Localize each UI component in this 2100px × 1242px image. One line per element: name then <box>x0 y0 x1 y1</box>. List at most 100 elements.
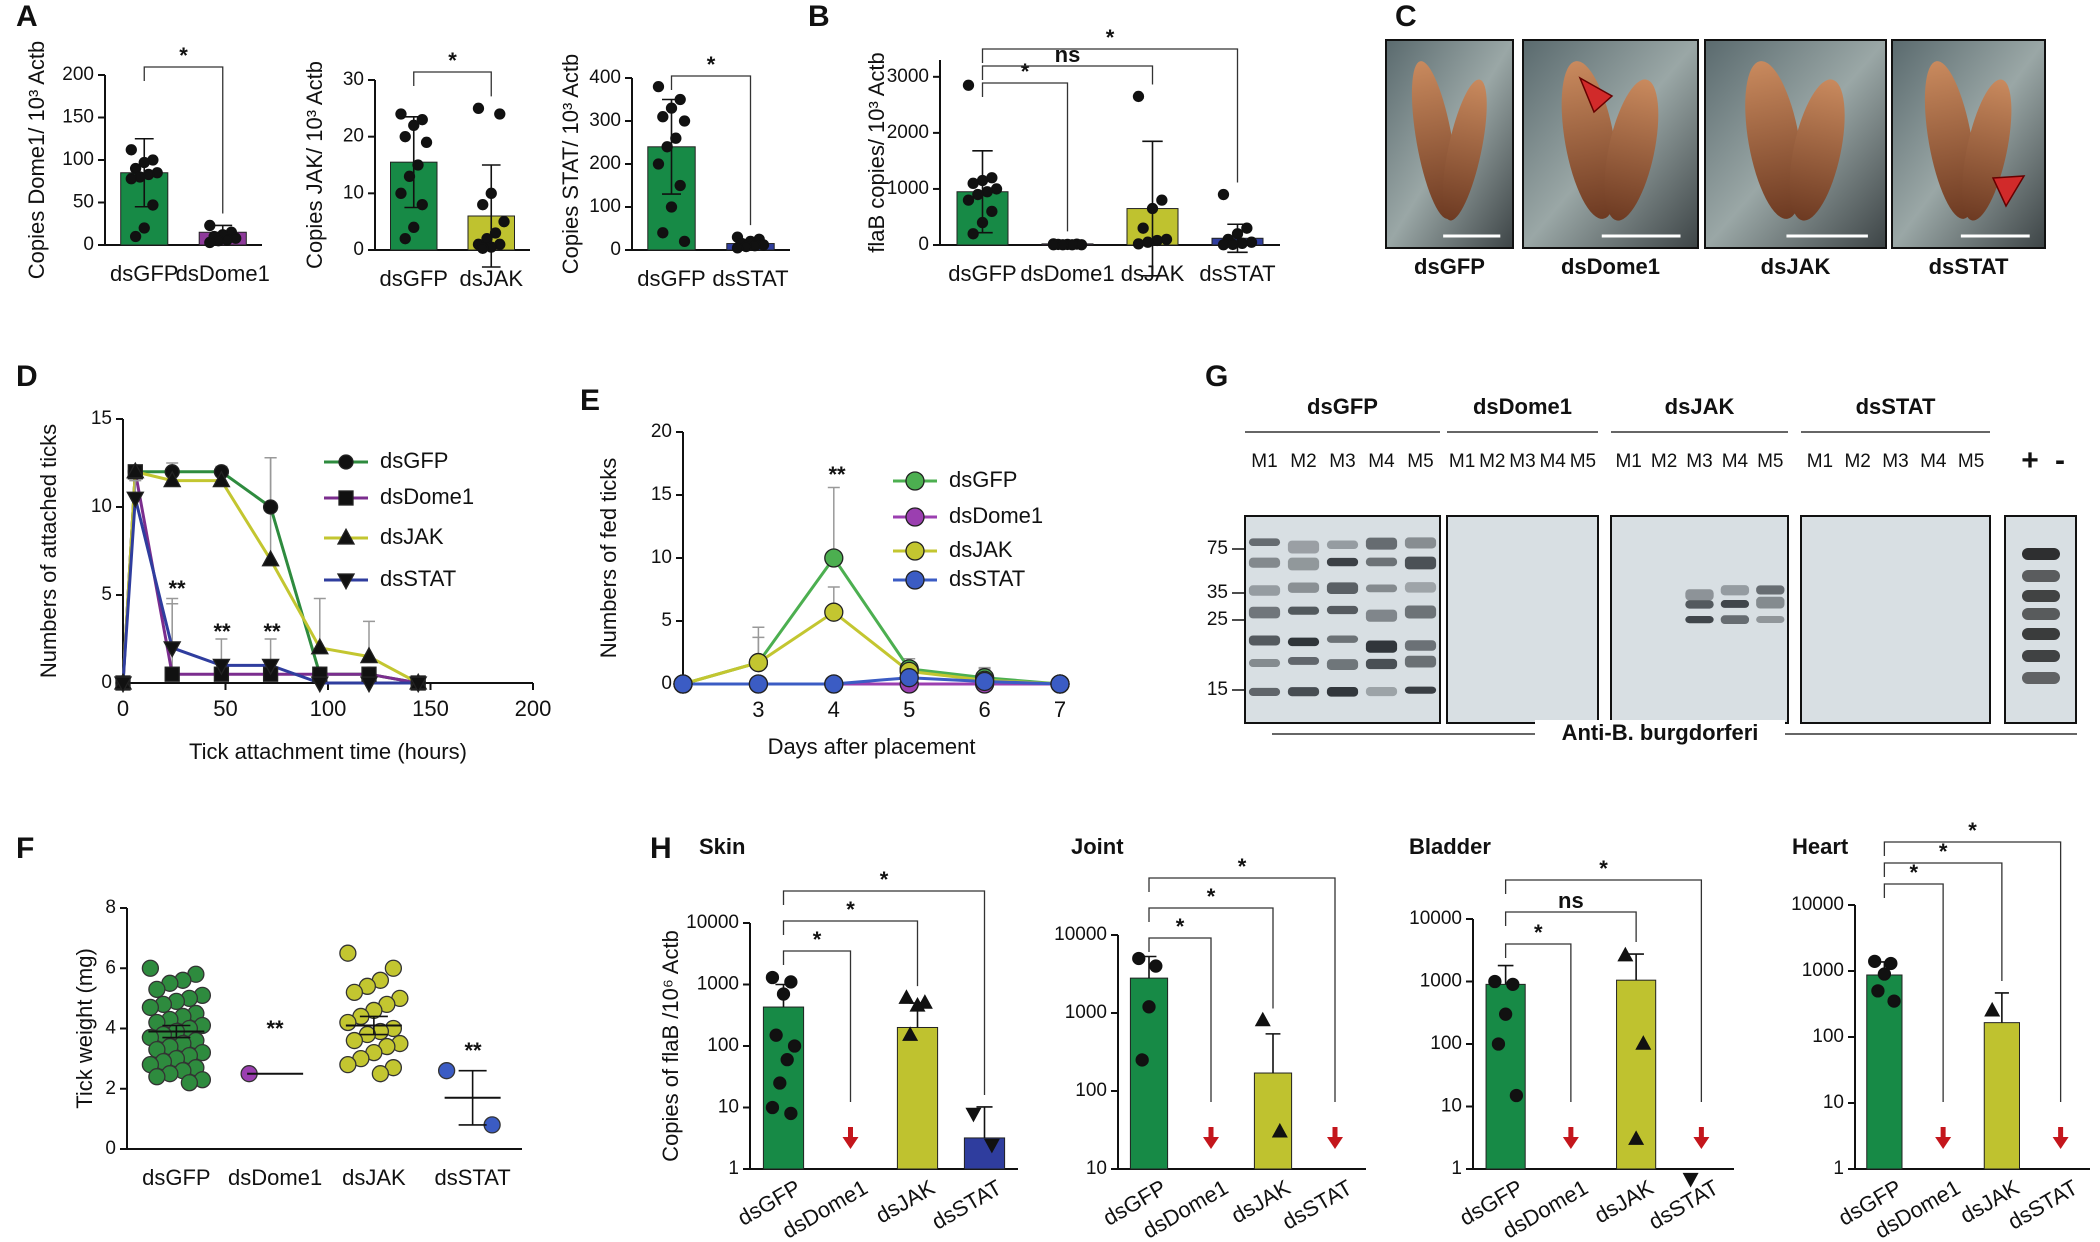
x-tick-label: 50 <box>213 696 237 721</box>
blot-band <box>1404 582 1437 593</box>
bar <box>1983 1022 2020 1170</box>
data-point <box>138 156 150 169</box>
y-tick-label: 0 <box>83 234 94 255</box>
data-point <box>1231 228 1244 240</box>
annotation: ** <box>213 619 231 644</box>
data-point <box>420 136 433 148</box>
error-bar <box>458 1069 487 1126</box>
panel-label: D <box>16 360 38 393</box>
legend-label: dsSTAT <box>949 566 1025 591</box>
legend-label: dsSTAT <box>380 566 456 591</box>
bar <box>963 1137 1006 1170</box>
data-point <box>902 1026 919 1041</box>
data-point <box>489 227 502 239</box>
photo-detail <box>1745 61 1803 219</box>
y-tick-label: 5 <box>661 610 672 631</box>
blot-band <box>2022 590 2060 602</box>
data-point <box>371 1065 390 1083</box>
data-point <box>1137 222 1149 234</box>
photo-detail <box>1442 79 1487 221</box>
y-tick-label: 1000 <box>887 178 929 199</box>
blot-band <box>1404 655 1437 668</box>
x-tick-label: 5 <box>903 697 915 722</box>
x-tick-label: 150 <box>412 696 449 721</box>
blot-band <box>1248 635 1281 646</box>
data-point <box>731 242 744 254</box>
red-arrowhead <box>1578 76 1614 114</box>
y-tick-label: 10 <box>1086 1158 1107 1179</box>
blot-band <box>1685 600 1714 609</box>
significance-label: * <box>1106 25 1115 50</box>
data-point <box>113 676 133 694</box>
x-axis-label: Tick attachment time (hours) <box>189 739 467 764</box>
data-point <box>670 132 682 144</box>
blot-band <box>2022 650 2060 662</box>
data-point <box>339 1056 357 1074</box>
x-tick-label: 6 <box>978 697 990 722</box>
data-point <box>678 115 691 127</box>
y-tick-label: 1 <box>728 1158 739 1179</box>
y-tick-label: 100 <box>1075 1080 1107 1101</box>
blot-band <box>1756 585 1785 595</box>
data-point <box>1245 236 1258 248</box>
blot-band <box>1287 687 1320 697</box>
significance-label: * <box>1939 839 1948 864</box>
data-point <box>967 177 979 189</box>
data-point <box>1047 239 1060 251</box>
blot-band <box>1248 557 1281 568</box>
blot-band <box>1287 557 1320 571</box>
blot-lane-label: M5 <box>1958 451 1984 472</box>
data-point <box>1160 233 1173 246</box>
data-point <box>909 996 926 1012</box>
y-tick-label: 30 <box>343 69 364 90</box>
y-tick-label: 100 <box>589 196 621 217</box>
y-tick-label: 0 <box>101 672 112 693</box>
data-point <box>765 970 780 985</box>
significance-label: ns <box>1558 888 1584 913</box>
legend-marker <box>336 573 356 591</box>
data-point <box>1509 1088 1524 1103</box>
y-tick-label: 0 <box>353 239 364 260</box>
y-tick-label: 300 <box>589 110 621 131</box>
data-point <box>1142 1000 1156 1014</box>
data-point <box>339 944 357 962</box>
y-tick-label: 10000 <box>1054 924 1107 945</box>
blot-marker-label: 15 <box>1207 679 1228 700</box>
y-tick-label: 1000 <box>1065 1002 1107 1023</box>
data-point <box>1132 90 1145 103</box>
significance-bracket <box>1504 879 1703 1102</box>
data-point <box>310 676 329 694</box>
y-tick-label: 20 <box>651 421 672 442</box>
data-point <box>163 470 182 488</box>
data-point <box>673 674 693 694</box>
significance-label: * <box>179 43 188 68</box>
below-detection-arrow-head <box>1327 1137 1343 1149</box>
series-line <box>683 676 1061 686</box>
significance-label: * <box>880 867 889 892</box>
x-tick-label: 4 <box>828 697 840 722</box>
data-point <box>773 1076 787 1090</box>
data-point <box>990 183 1003 195</box>
significance-bracket <box>413 71 492 97</box>
blot-control-label: + <box>2021 444 2039 477</box>
data-point <box>974 671 995 692</box>
blot-lane-label: M5 <box>1407 451 1433 472</box>
y-tick-label: 2000 <box>887 122 929 143</box>
blot-band <box>1326 659 1359 670</box>
data-point <box>748 674 769 694</box>
data-point <box>965 1107 982 1123</box>
data-point <box>1254 1011 1271 1027</box>
significance-bracket <box>981 82 1069 232</box>
data-point <box>962 194 975 206</box>
blot-band <box>1248 538 1281 547</box>
data-point <box>986 205 998 218</box>
data-point <box>776 987 791 1001</box>
data-point <box>898 989 915 1004</box>
y-tick-label: 10000 <box>1791 894 1844 915</box>
data-point <box>212 470 231 488</box>
error-bar <box>162 1024 191 1039</box>
blot-band <box>1720 585 1750 596</box>
below-detection-arrow-head <box>1935 1137 1952 1149</box>
panel-label: F <box>16 832 34 865</box>
data-point <box>1132 951 1146 966</box>
